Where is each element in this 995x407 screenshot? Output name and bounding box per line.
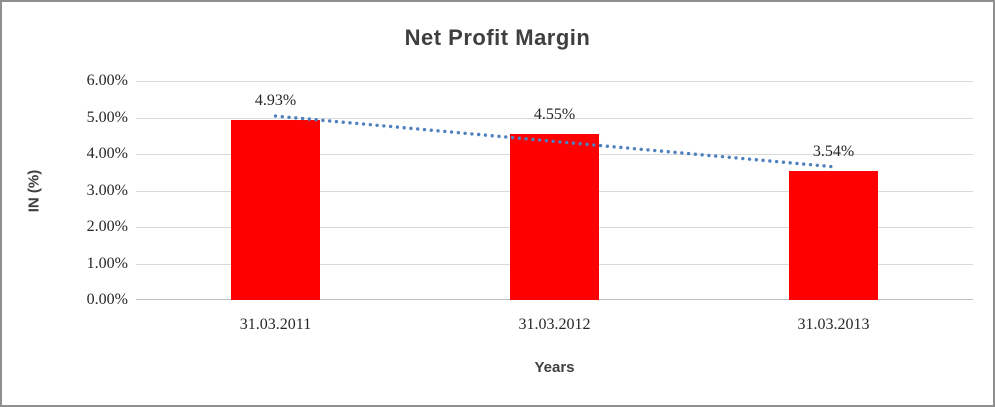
y-tick-label: 0.00%	[86, 291, 128, 308]
data-label: 4.55%	[533, 105, 576, 123]
bar-31.03.2013	[789, 170, 878, 300]
bar-31.03.2012	[510, 133, 599, 300]
bar-31.03.2011	[231, 120, 320, 300]
gridline	[136, 81, 973, 82]
y-tick-label: 4.00%	[86, 145, 128, 162]
chart-title: Net Profit Margin	[404, 25, 591, 50]
y-tick-label: 3.00%	[86, 181, 128, 199]
y-tick-label: 1.00%	[86, 254, 128, 272]
x-category-label: 31.03.2012	[518, 316, 591, 333]
y-tick-label: 5.00%	[86, 108, 128, 126]
data-label: 4.93%	[254, 92, 297, 110]
gridline	[136, 117, 973, 119]
trendline	[273, 114, 836, 169]
y-tick-label: 2.00%	[86, 218, 128, 235]
plot-area: 4.93% 4.55% 3.54%	[136, 81, 973, 300]
data-label: 3.54%	[812, 142, 855, 160]
x-axis-title: Years	[534, 359, 575, 376]
y-tick-label: 6.00%	[86, 72, 128, 89]
x-category-label: 31.03.2013	[797, 316, 870, 333]
x-category-label: 31.03.2011	[239, 316, 312, 333]
